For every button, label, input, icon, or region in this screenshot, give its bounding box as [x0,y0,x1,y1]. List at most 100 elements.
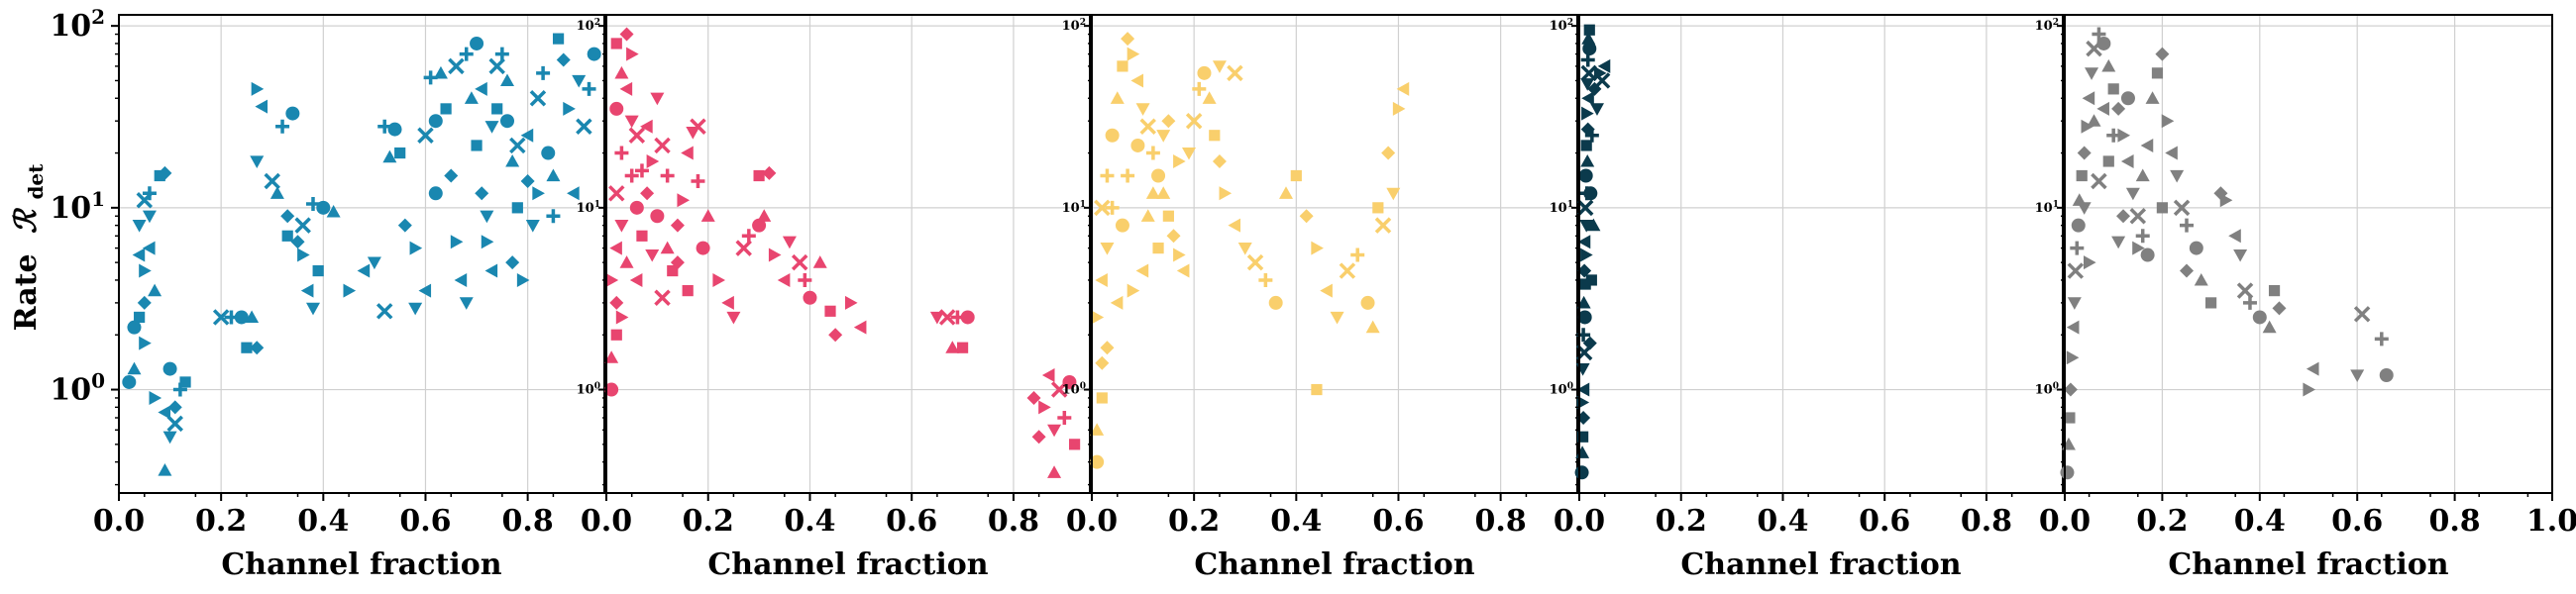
data-point [459,47,474,61]
data-point [2106,128,2121,143]
x-tick-label: 0.2 [1168,504,1220,539]
data-point [609,101,624,116]
data-point [1130,138,1145,152]
data-point [1396,81,1410,96]
data-point [1350,248,1365,262]
data-point [628,127,646,144]
data-point [1219,186,1233,201]
data-point [397,218,412,233]
data-point [285,106,300,121]
data-point [2170,169,2185,183]
data-point [712,272,726,287]
data-point [619,27,634,42]
data-point [251,81,265,96]
data-point [500,114,514,129]
x-tick-label: 0.6 [1372,504,1424,539]
data-point [1212,60,1227,73]
data-point [494,47,509,61]
data-point [604,382,619,397]
data-point [480,210,494,224]
panel-frame [118,14,605,494]
data-point [234,310,249,325]
data-point [2379,367,2394,382]
data-point [757,209,772,222]
data-point [650,92,665,106]
data-point [1156,186,1171,199]
svg-text:Rate ℛ det: Rate ℛ det [9,163,48,332]
data-point [127,361,142,375]
data-point [1127,47,1140,61]
data-point [1166,229,1181,244]
data-point [1105,128,1120,143]
data-point [312,264,324,277]
data-point [382,149,397,163]
data-point [1583,24,1595,36]
data-point [454,272,468,287]
data-point [660,241,675,254]
data-point [264,172,280,190]
data-point [1135,103,1150,116]
data-point [768,248,782,262]
data-point [667,264,679,277]
x-tick-label: 1.0 [2526,504,2576,539]
data-point [1577,310,1592,325]
data-point [529,90,547,107]
data-point [525,220,540,233]
y-tick-label: 102 [50,5,105,44]
data-point [1579,220,1594,233]
data-point [582,81,596,96]
data-point [1589,103,1604,116]
y-tick-label: 102 [577,18,600,34]
data-point [609,241,622,255]
data-point [1574,465,1589,480]
data-point [567,186,580,201]
data-point [2116,209,2131,224]
data-point [614,220,629,233]
data-point [2135,229,2150,244]
data-point [536,65,551,80]
data-point [626,47,639,61]
data-point [1299,209,1314,224]
data-point [2066,320,2080,335]
data-point [139,263,152,278]
data-point [1185,112,1203,130]
data-point [428,114,443,129]
data-point [433,65,448,79]
data-point [2117,128,2131,143]
x-tick-label: 0.8 [988,504,1039,539]
data-point [2262,320,2277,334]
data-point [1268,295,1283,310]
data-point [576,118,592,135]
data-point [572,74,587,88]
panel-frame [2064,14,2553,494]
data-point [691,174,705,189]
data-point [154,169,165,182]
data-point [608,185,625,202]
data-point [520,174,535,189]
data-point [2120,91,2135,106]
data-point [1577,235,1591,249]
data-point [464,91,479,104]
y-axis-title: Rate ℛ det [9,163,48,332]
y-tick-label: 101 [1062,200,1086,216]
x-tick-label: 0.4 [1270,504,1322,539]
data-point [782,236,797,249]
data-point [1182,147,1196,160]
data-point [619,81,633,96]
data-point [241,342,253,353]
data-point [609,295,624,310]
data-point [509,137,526,154]
data-point [475,186,489,201]
data-point [677,193,691,208]
data-point [1140,209,1155,222]
data-point [132,248,146,262]
data-point [798,272,812,287]
series-points [604,27,1081,478]
data-point [250,155,265,168]
x-axis-title: Channel fraction [221,547,501,582]
data-point [690,118,706,135]
data-point [470,36,484,50]
